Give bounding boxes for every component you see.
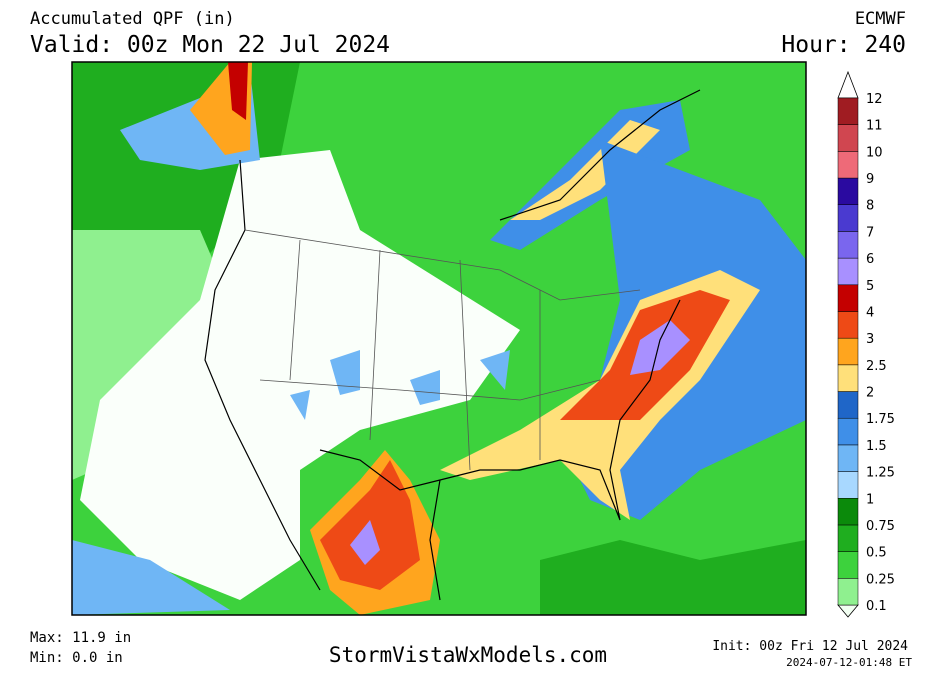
precip-area: [540, 540, 806, 615]
colorbar-label: 0.1: [866, 599, 887, 614]
colorbar-segment: [837, 151, 859, 179]
precip-area: [290, 350, 510, 420]
colorbar-segment: [837, 177, 859, 205]
colorbar-label: 0.75: [866, 519, 895, 534]
colorbar-label: 10: [866, 145, 883, 160]
colorbar-segment: [837, 578, 859, 606]
max-value: Max: 11.9 in: [30, 630, 131, 646]
colorbar-label: 9: [866, 172, 874, 187]
coastline: [204, 89, 701, 601]
colorbar-label: 8: [866, 199, 874, 214]
colorbar-label: 1.75: [866, 412, 895, 427]
forecast-hour: Hour: 240: [781, 32, 906, 58]
colorbar-label: 2: [866, 386, 874, 401]
colorbar-label: 2.5: [866, 359, 887, 374]
colorbar-segment: [837, 417, 859, 446]
colorbar-segment: [837, 231, 859, 259]
site-name: StormVistaWxModels.com: [329, 643, 607, 667]
colorbar-label: 3: [866, 332, 874, 347]
colorbar-segment: [837, 498, 859, 526]
colorbar-segment: [837, 97, 859, 125]
colorbar-label: 7: [866, 225, 874, 240]
map-frame: [71, 61, 807, 616]
precip-area: [350, 520, 380, 565]
colorbar-label: 5: [866, 279, 874, 294]
colorbar-label: 1: [866, 492, 874, 507]
colorbar-label: 1.5: [866, 439, 887, 454]
colorbar-label: 0.25: [866, 572, 895, 587]
colorbar-label: 12: [866, 92, 883, 107]
model-name: ECMWF: [855, 9, 906, 29]
colorbar-segment: [837, 204, 859, 232]
colorbar-label: 11: [866, 119, 883, 134]
colorbar-segment: [837, 364, 859, 392]
colorbar-segment: [837, 311, 859, 339]
min-value: Min: 0.0 in: [30, 650, 123, 666]
colorbar: 0.1 0.25 0.5 0.75 1 1.25 1.5 1.75 2 2.5 3 4 5 6 7 8 9 10 1…: [837, 70, 895, 618]
valid-time: Valid: 00z Mon 22 Jul 2024: [30, 32, 390, 58]
colorbar-segment: [837, 124, 859, 152]
dry-area: [80, 150, 520, 600]
map-title: Accumulated QPF (in): [30, 9, 235, 29]
colorbar-segment: [837, 337, 859, 366]
colorbar-label: 4: [866, 305, 874, 320]
colorbar-segment: [837, 551, 859, 579]
colorbar-segment: [837, 284, 859, 312]
timestamp: 2024-07-12-01:48 ET: [786, 656, 912, 669]
precip-area: [72, 540, 230, 615]
map: [71, 61, 807, 616]
state-borders: [244, 229, 641, 471]
precip-area: [630, 320, 690, 375]
colorbar-segment: [837, 391, 859, 419]
colorbar-segment: [837, 444, 859, 472]
colorbar-label: 6: [866, 252, 874, 267]
colorbar-segment: [837, 471, 859, 499]
init-time: Init: 00z Fri 12 Jul 2024: [712, 639, 908, 654]
colorbar-segment: [837, 524, 859, 552]
colorbar-label: 1.25: [866, 466, 895, 481]
colorbar-label: 0.5: [866, 546, 887, 561]
precip-area: [510, 120, 660, 220]
precip-area: [228, 62, 248, 120]
colorbar-segment: [837, 257, 859, 286]
